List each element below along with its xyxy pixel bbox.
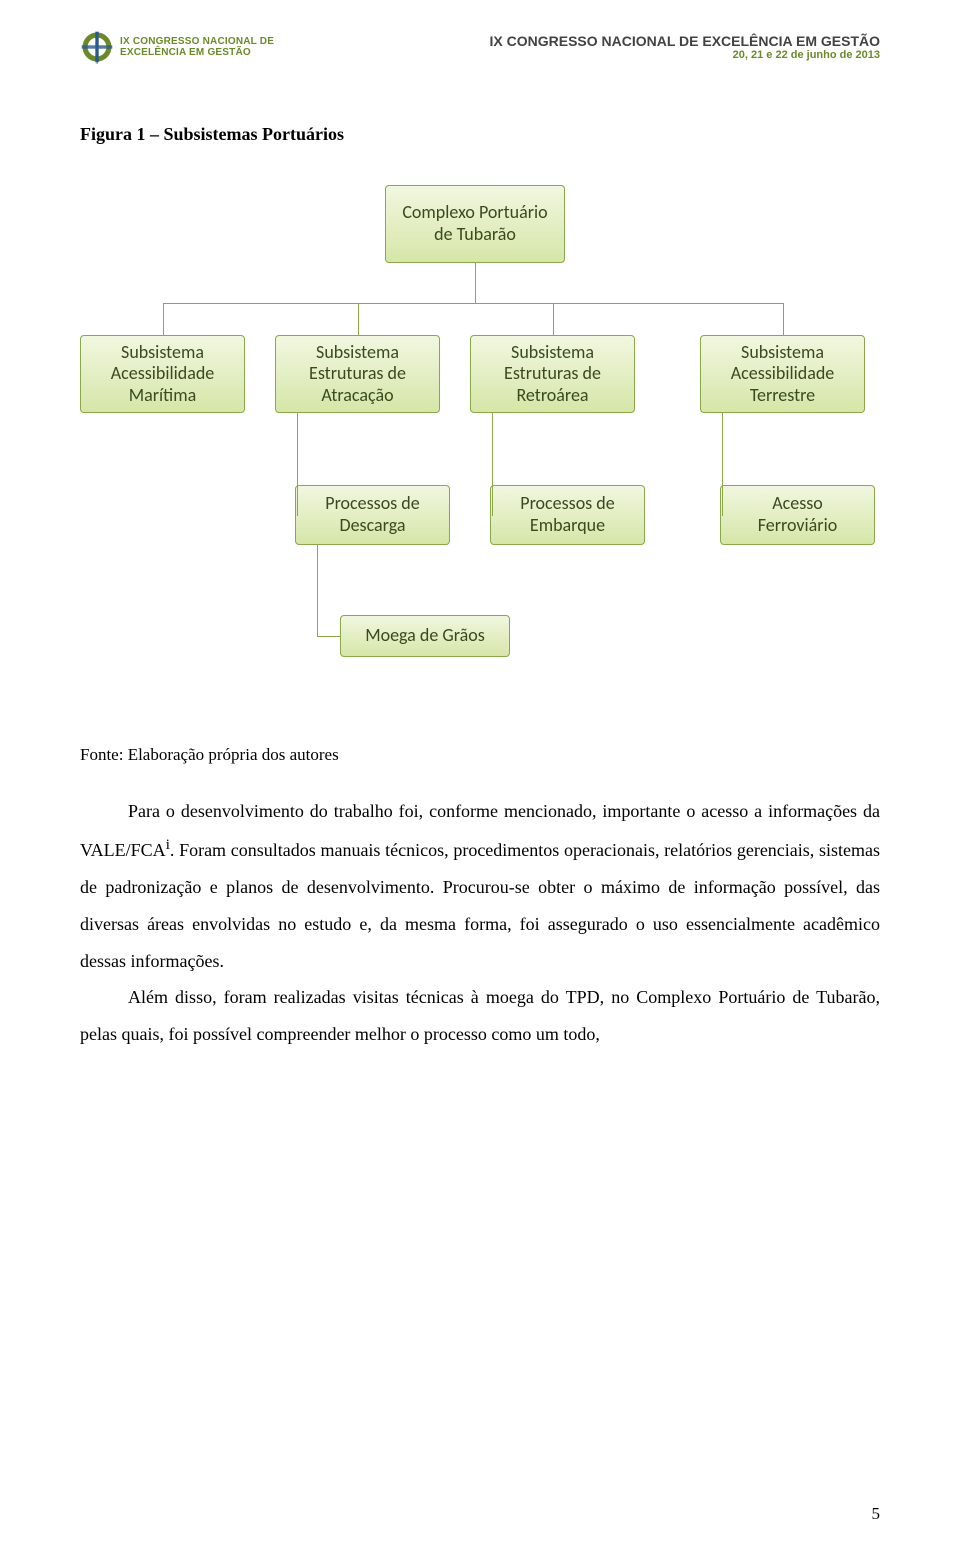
diagram-edge	[722, 413, 723, 515]
p1-part2: . Foram consultados manuais técnicos, pr…	[80, 840, 880, 971]
diagram-edge	[297, 413, 298, 515]
diagram-edge	[492, 515, 493, 516]
svg-text:N: N	[95, 31, 98, 36]
header-date: 20, 21 e 22 de junho de 2013	[490, 49, 881, 61]
diagram-edge	[317, 636, 340, 637]
body-text: Para o desenvolvimento do trabalho foi, …	[80, 793, 880, 1053]
page-number: 5	[872, 1504, 881, 1524]
diagram-node-root: Complexo Portuário de Tubarão	[385, 185, 565, 263]
diagram-edge	[297, 515, 298, 516]
header-right: IX CONGRESSO NACIONAL DE EXCELÊNCIA EM G…	[490, 33, 881, 61]
diagram-edge	[492, 413, 493, 515]
logo-block: N S IX CONGRESSO NACIONAL DE EXCELÊNCIA …	[80, 30, 274, 64]
logo-line1: IX CONGRESSO NACIONAL DE	[120, 36, 274, 47]
diagram-node-g1: Processos de Descarga	[295, 485, 450, 545]
diagram-node-g3: Acesso Ferroviário	[720, 485, 875, 545]
diagram-edge	[317, 545, 318, 636]
congress-logo-icon: N S	[80, 30, 114, 64]
figure-source: Fonte: Elaboração própria dos autores	[80, 745, 880, 765]
logo-text: IX CONGRESSO NACIONAL DE EXCELÊNCIA EM G…	[120, 36, 274, 58]
diagram-node-c3: Subsistema Estruturas de Retroárea	[470, 335, 635, 413]
page-header: N S IX CONGRESSO NACIONAL DE EXCELÊNCIA …	[80, 30, 880, 64]
diagram-edge	[163, 303, 783, 304]
diagram-edge	[553, 303, 554, 335]
diagram-node-c1: Subsistema Acessibilidade Marítima	[80, 335, 245, 413]
org-diagram: Complexo Portuário de Tubarão Subsistema …	[80, 185, 880, 705]
diagram-node-c4: Subsistema Acessibilidade Terrestre	[700, 335, 865, 413]
figure-title: Figura 1 – Subsistemas Portuários	[80, 124, 880, 145]
paragraph-1: Para o desenvolvimento do trabalho foi, …	[80, 793, 880, 979]
page: N S IX CONGRESSO NACIONAL DE EXCELÊNCIA …	[0, 0, 960, 1554]
logo-line2: EXCELÊNCIA EM GESTÃO	[120, 47, 274, 58]
diagram-node-leaf: Moega de Grãos	[340, 615, 510, 657]
diagram-node-c2: Subsistema Estruturas de Atracação	[275, 335, 440, 413]
paragraph-2: Além disso, foram realizadas visitas téc…	[80, 979, 880, 1053]
diagram-edge	[783, 303, 784, 335]
diagram-edge	[163, 303, 164, 335]
diagram-node-g2: Processos de Embarque	[490, 485, 645, 545]
diagram-edge	[358, 303, 359, 335]
diagram-edge	[722, 515, 723, 516]
diagram-edge	[475, 263, 476, 303]
header-title: IX CONGRESSO NACIONAL DE EXCELÊNCIA EM G…	[490, 33, 881, 49]
